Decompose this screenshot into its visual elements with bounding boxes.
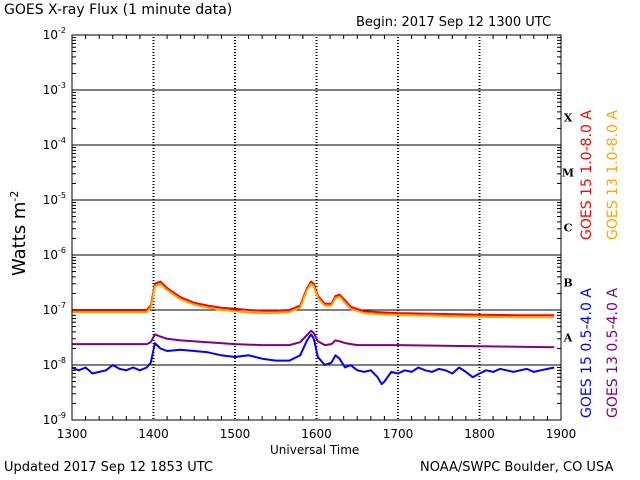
legend-goes13-long: GOES 13 1.0-8.0 A <box>605 110 621 240</box>
flare-class-label: M <box>562 167 574 180</box>
x-tick-label: 1300 <box>57 427 88 441</box>
chart-title: GOES X-ray Flux (1 minute data) <box>4 2 233 18</box>
flare-class-labels: X M C B A <box>562 112 574 345</box>
flare-class-label: C <box>564 222 573 235</box>
y-tick-label: 10-8 <box>43 356 66 372</box>
flare-class-label: X <box>564 112 573 125</box>
y-tick-label: 10-4 <box>43 136 66 152</box>
flare-class-label: B <box>563 277 572 290</box>
x-tick-label: 1400 <box>138 427 169 441</box>
credit-label: NOAA/SWPC Boulder, CO USA <box>420 460 614 475</box>
x-tick-label: 1700 <box>383 427 414 441</box>
updated-label: Updated 2017 Sep 12 1853 UTC <box>4 460 213 475</box>
legend-goes15-short: GOES 15 0.5-4.0 A <box>579 288 595 418</box>
y-tick-label: 10-9 <box>43 411 66 427</box>
series-line-3 <box>71 333 555 386</box>
y-axis-label-exp: -2 <box>8 190 21 202</box>
y-tick-labels: 10-9 10-8 10-7 10-6 10-5 10-4 10-3 10-2 <box>43 26 66 427</box>
x-tick-label: 1600 <box>301 427 332 441</box>
x-axis-label: Universal Time <box>270 443 360 457</box>
y-tick-label: 10-7 <box>43 301 66 317</box>
x-tick-label: 1500 <box>220 427 251 441</box>
x-tick-labels: 1300 1400 1500 1600 1700 1800 1900 <box>57 427 577 441</box>
series-line-1 <box>72 282 555 319</box>
y-tick-label: 10-2 <box>43 26 66 42</box>
legend-goes15-long: GOES 15 1.0-8.0 A <box>579 110 595 240</box>
series-layer <box>71 280 555 386</box>
flare-class-label: A <box>563 332 573 345</box>
plot-frame <box>71 34 562 421</box>
series-line-2 <box>72 329 555 349</box>
x-tick-label: 1900 <box>546 427 577 441</box>
y-tick-label: 10-5 <box>43 191 66 207</box>
grid-layer <box>72 35 561 420</box>
y-tick-label: 10-3 <box>43 81 66 97</box>
y-axis-label: Watts m-2 <box>8 191 30 276</box>
y-tick-label: 10-6 <box>43 246 66 262</box>
begin-time-label: Begin: 2017 Sep 12 1300 UTC <box>356 15 552 30</box>
y-axis-label-base: Watts m <box>9 201 30 276</box>
legend-goes13-short: GOES 13 0.5-4.0 A <box>605 288 621 418</box>
x-tick-label: 1800 <box>464 427 495 441</box>
